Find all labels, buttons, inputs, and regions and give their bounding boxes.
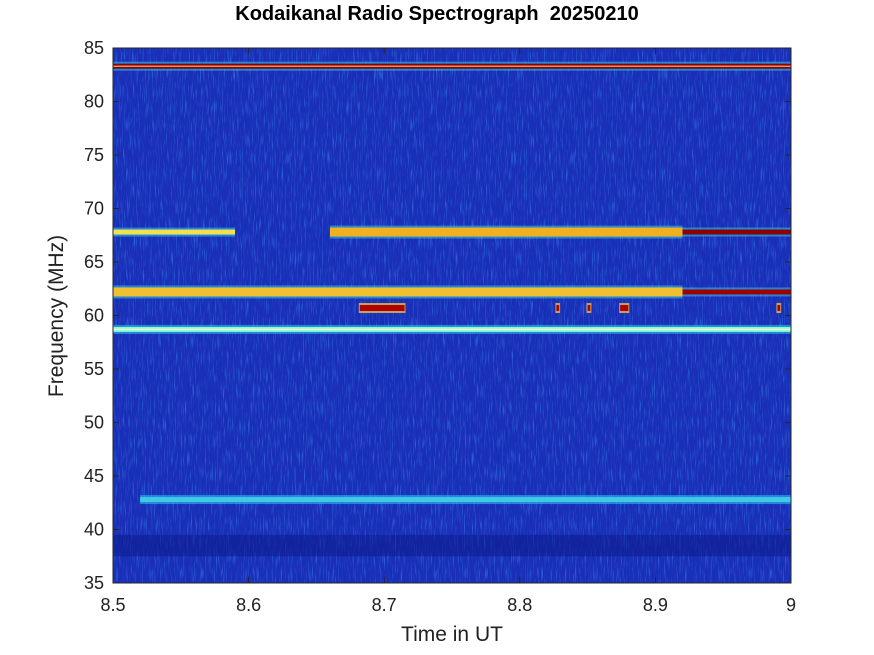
emission-band-2 [329, 227, 683, 237]
emission-band-7 [140, 497, 791, 503]
noise-texture-speckle [113, 48, 791, 583]
band-core-58mhz [113, 328, 791, 331]
x-tick-label: 8.9 [643, 595, 668, 615]
y-tick-label: 70 [84, 199, 104, 219]
emission-band-3 [682, 229, 791, 235]
burst-2 [587, 305, 591, 312]
low-frequency-dark-strip [113, 534, 791, 557]
y-tick-label: 85 [84, 38, 104, 58]
emission-band-4 [113, 287, 683, 297]
burst-0 [359, 305, 405, 312]
emission-band-5 [682, 289, 791, 295]
x-tick-label: 8.8 [507, 595, 532, 615]
emission-band-1 [113, 229, 236, 235]
y-tick-label: 45 [84, 466, 104, 486]
emission-bands [113, 61, 791, 505]
y-tick-label: 50 [84, 413, 104, 433]
x-tick-label: 8.5 [100, 595, 125, 615]
y-tick-label: 80 [84, 92, 104, 112]
y-tick-label: 35 [84, 573, 104, 593]
x-tick-label: 8.7 [372, 595, 397, 615]
x-tick-label: 9 [786, 595, 796, 615]
x-axis-label: Time in UT [401, 623, 503, 646]
burst-4 [777, 305, 781, 312]
y-tick-label: 55 [84, 359, 104, 379]
chart-title: Kodaikanal Radio Spectrograph 20250210 [235, 3, 639, 25]
x-tick-label: 8.6 [236, 595, 261, 615]
band-core-83mhz [113, 65, 791, 67]
y-tick-label: 65 [84, 252, 104, 272]
y-tick-label: 75 [84, 145, 104, 165]
burst-1 [556, 305, 560, 312]
axes: 8.5 8.6 8.7 8.8 8.9 9 35 40 45 50 55 60 65 70 75 80 85 [84, 38, 796, 615]
plot-area [113, 48, 791, 583]
y-tick-label: 40 [84, 520, 104, 540]
y-tick-label: 60 [84, 306, 104, 326]
y-axis-label: Frequency (MHz) [45, 234, 68, 398]
burst-3 [620, 305, 629, 312]
